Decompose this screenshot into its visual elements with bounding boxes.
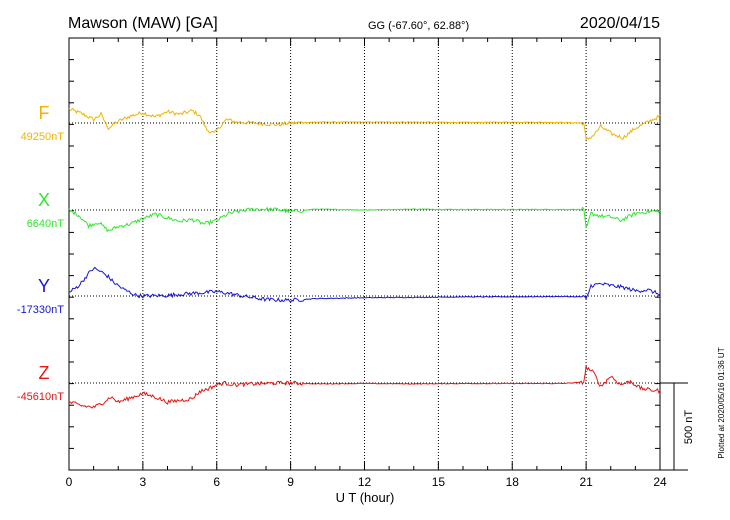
x-tick-label: 12 <box>358 475 372 489</box>
grid-lines <box>142 38 587 470</box>
x-tick-label: 21 <box>579 475 593 489</box>
series-name-f: F <box>39 103 50 123</box>
series-line-y <box>69 266 661 304</box>
series-line-f <box>68 107 661 141</box>
station-title: Mawson (MAW) [GA] <box>68 15 218 32</box>
station-coords: GG (-67.60°, 62.88°) <box>368 20 469 32</box>
scale-bar: 500 nT <box>660 382 695 471</box>
date-label: 2020/04/15 <box>580 15 660 32</box>
x-tick-label: 15 <box>432 475 446 489</box>
plotted-at-note: Plotted at 2020/05/16 01:36 UT <box>717 347 726 458</box>
series-line-z <box>68 365 661 409</box>
series-baseline-y: -17330nT <box>17 304 64 316</box>
x-tick-label: 9 <box>287 475 294 489</box>
series-name-z: Z <box>39 363 50 383</box>
axis-ticks <box>68 38 661 470</box>
series-name-x: X <box>38 190 50 210</box>
x-tick-label: 3 <box>140 475 147 489</box>
series-baseline-z: -45610nT <box>17 391 64 403</box>
series-baseline-x: 6640nT <box>27 218 65 230</box>
x-tick-label: 18 <box>506 475 520 489</box>
series-lines <box>68 107 661 409</box>
scale-bar-label: 500 nT <box>683 410 695 445</box>
x-tick-label: 24 <box>653 475 667 489</box>
series-line-x <box>68 206 661 233</box>
x-tick-label: 6 <box>213 475 220 489</box>
x-tick-labels: 0 3 6 9 12 15 18 21 24 <box>66 475 667 489</box>
x-axis-label: U T (hour) <box>336 490 395 505</box>
series-baseline-f: 49250nT <box>21 131 65 143</box>
series-labels: F 49250nT X 6640nT Y -17330nT Z -45610nT <box>17 103 64 403</box>
x-tick-label: 0 <box>66 475 73 489</box>
series-name-y: Y <box>38 276 50 296</box>
